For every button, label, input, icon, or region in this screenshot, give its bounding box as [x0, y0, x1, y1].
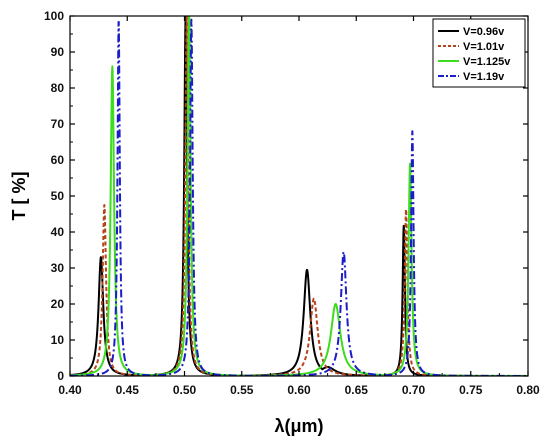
- x-axis-title: λ(μm): [274, 416, 323, 436]
- x-tick-label-6: 0.70: [402, 383, 426, 397]
- x-tick-label-8: 0.80: [516, 383, 540, 397]
- x-tick-label-1: 0.45: [116, 383, 140, 397]
- legend-label-3: V=1.19v: [463, 71, 505, 83]
- y-tick-label-6: 60: [51, 153, 65, 167]
- y-tick-label-8: 80: [51, 81, 65, 95]
- y-tick-label-5: 50: [51, 189, 65, 203]
- y-axis-title: T [ %]: [9, 172, 29, 221]
- x-tick-label-3: 0.55: [230, 383, 254, 397]
- x-tick-label-2: 0.50: [173, 383, 197, 397]
- y-tick-label-2: 20: [51, 297, 65, 311]
- y-tick-label-7: 70: [51, 117, 65, 131]
- y-tick-label-10: 100: [44, 9, 64, 23]
- x-tick-label-4: 0.60: [287, 383, 311, 397]
- axes-group: 0.40 0.45 0.50 0.55 0.60 0.65 0.70 0.75 0.80 0 10 2…: [44, 9, 540, 397]
- y-tick-label-0: 0: [57, 369, 64, 383]
- legend-label-1: V=1.01v: [463, 41, 505, 53]
- x-tick-label-0: 0.40: [58, 383, 82, 397]
- legend-label-2: V=1.125v: [463, 56, 511, 68]
- y-tick-label-4: 40: [51, 225, 65, 239]
- x-tick-label-7: 0.75: [459, 383, 483, 397]
- legend: V=0.96v V=1.01v V=1.125v V=1.19v: [432, 18, 526, 88]
- legend-label-0: V=0.96v: [463, 26, 505, 38]
- y-tick-label-9: 90: [51, 45, 65, 59]
- x-tick-label-5: 0.65: [345, 383, 369, 397]
- y-tick-label-3: 30: [51, 261, 65, 275]
- y-tick-label-1: 10: [51, 333, 65, 347]
